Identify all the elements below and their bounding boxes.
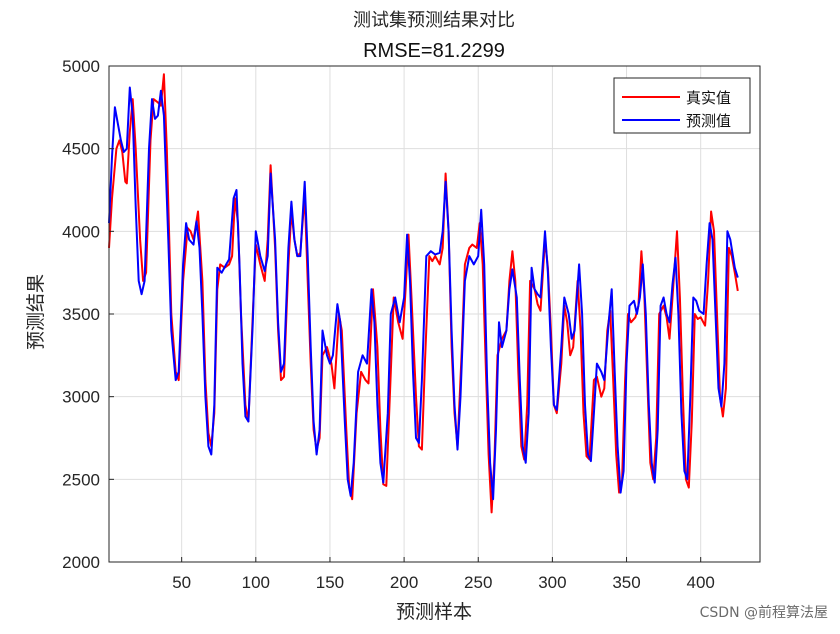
legend-box xyxy=(613,77,751,134)
chart-subtitle: RMSE=81.2299 xyxy=(363,40,505,62)
x-tick-label: 150 xyxy=(316,573,344,592)
x-tick-label: 400 xyxy=(686,573,714,592)
legend-label-true: 真实值 xyxy=(686,89,731,107)
x-tick-label: 200 xyxy=(390,573,418,592)
x-tick-label: 300 xyxy=(538,573,566,592)
grid-layer xyxy=(109,65,760,563)
y-tick-label: 4500 xyxy=(62,140,100,159)
chart-title: 测试集预测结果对比 xyxy=(353,10,515,31)
y-tick-label: 3500 xyxy=(62,305,100,324)
watermark: CSDN @前程算法屋 xyxy=(700,604,828,621)
y-axis-label: 预测结果 xyxy=(25,274,47,350)
legend: 真实值 预测值 xyxy=(613,77,751,134)
y-tick-label: 2000 xyxy=(62,553,100,572)
series-layer xyxy=(108,73,739,514)
ticks-layer: 50 100 150 200 250 300 350 400 2000 2500 3000 3500 4… xyxy=(62,57,715,592)
y-tick-label: 2500 xyxy=(62,470,100,489)
y-tick-label: 3000 xyxy=(62,388,100,407)
series-line-true xyxy=(108,73,739,514)
y-tick-label: 5000 xyxy=(62,57,100,76)
legend-label-pred: 预测值 xyxy=(686,112,731,130)
x-tick-label: 350 xyxy=(612,573,640,592)
y-tick-label: 4000 xyxy=(62,222,100,241)
x-tick-label: 50 xyxy=(172,573,191,592)
x-tick-label: 100 xyxy=(242,573,270,592)
series-line-pred xyxy=(108,86,739,501)
x-axis-label: 预测样本 xyxy=(396,601,472,623)
x-tick-label: 250 xyxy=(464,573,492,592)
